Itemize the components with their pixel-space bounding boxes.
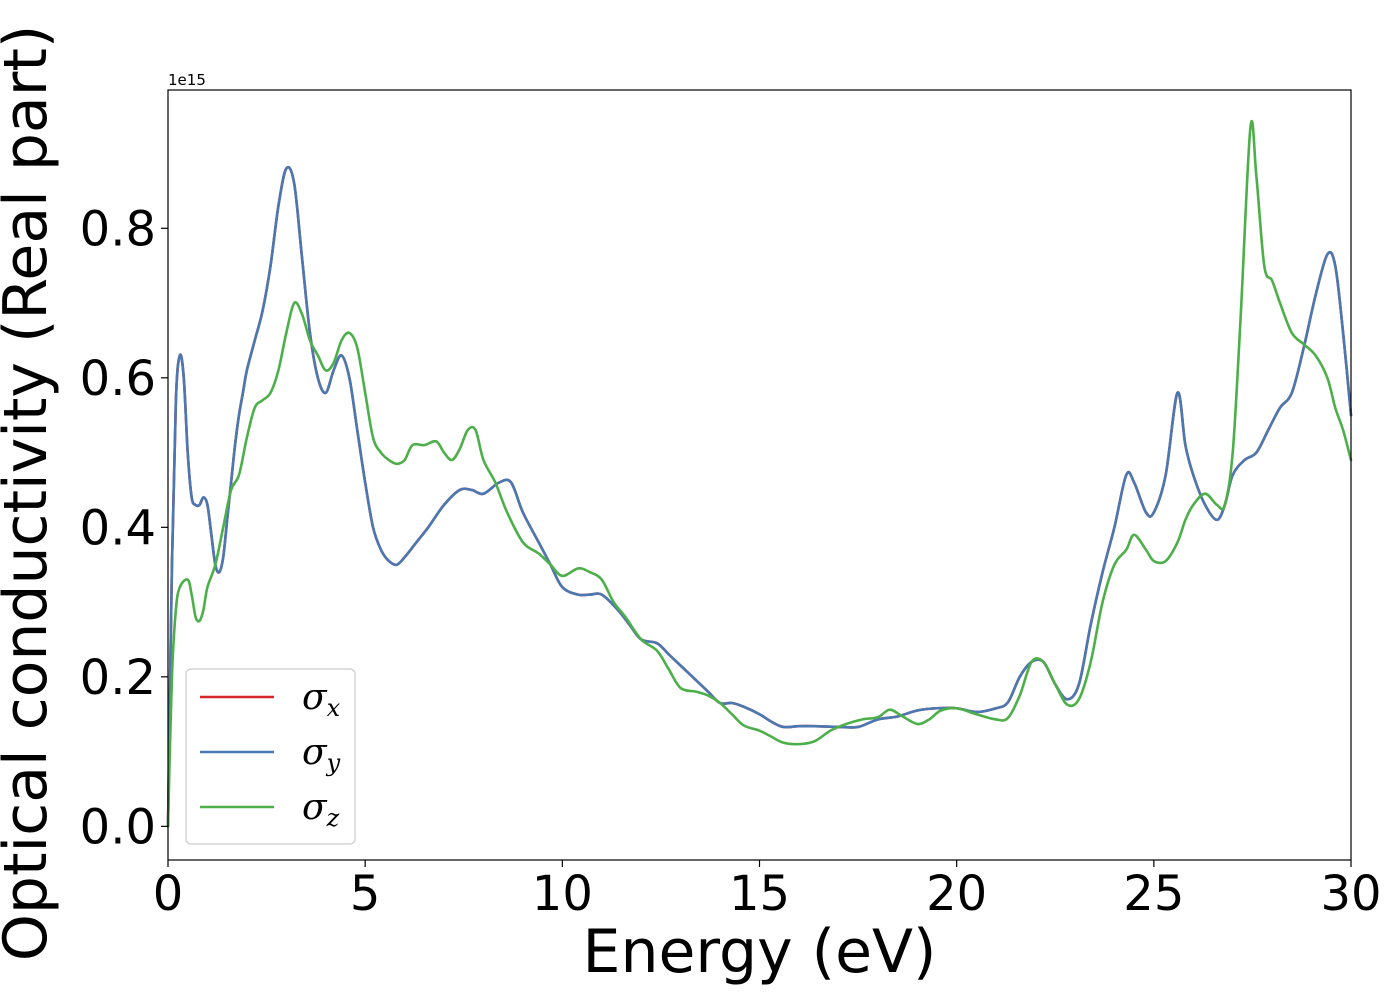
y-axis-ticks: 0.0 0.2 0.4 0.6 0.8	[80, 201, 168, 855]
series-line-sigma-z	[166, 119, 1353, 828]
x-tick-label: 20	[926, 866, 987, 922]
y-tick-label: 0.6	[80, 351, 156, 407]
series-layer	[166, 119, 1353, 828]
x-tick-label: 25	[1123, 866, 1184, 922]
legend-items: σx σy σz	[200, 677, 341, 832]
y-axis-offset-label: 1e15	[168, 71, 206, 89]
y-tick-label: 0.8	[80, 201, 156, 257]
y-tick-label: 0.2	[80, 650, 156, 706]
y-tick-label: 0.4	[80, 500, 156, 556]
legend-label-sigma-z: σz	[302, 787, 340, 832]
legend-label-sigma-x: σx	[302, 677, 341, 722]
x-tick-label: 15	[729, 866, 790, 922]
x-tick-label: 10	[532, 866, 593, 922]
x-tick-label: 30	[1320, 866, 1381, 922]
series-line-sigma-y	[166, 165, 1353, 828]
x-tick-label: 0	[153, 866, 184, 922]
x-axis-ticks: 0 5 10 15 20 25 30	[153, 860, 1382, 922]
y-tick-label: 0.0	[80, 799, 156, 855]
legend-box	[185, 668, 356, 845]
legend-label-sigma-y: σy	[302, 732, 341, 777]
x-tick-label: 5	[350, 866, 381, 922]
legend: σx σy σz	[185, 668, 356, 845]
x-axis-title: Energy (eV)	[583, 917, 937, 987]
y-axis-title: Optical conductivity (Real part)	[0, 25, 61, 962]
